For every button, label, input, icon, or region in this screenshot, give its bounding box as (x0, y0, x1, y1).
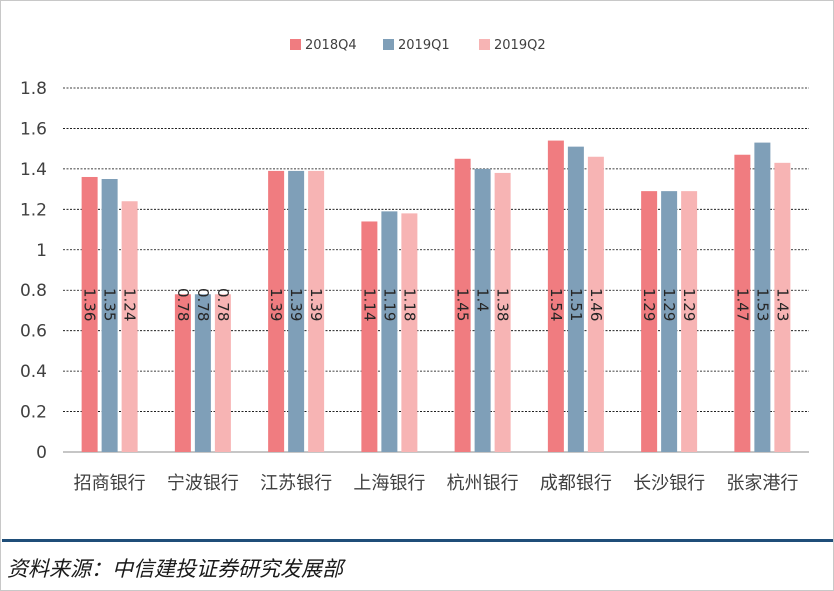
bar (587, 156, 604, 452)
legend-label: 2019Q2 (494, 38, 546, 53)
data-label: 0.78 (194, 288, 212, 321)
bar (361, 221, 378, 452)
data-label: 1.36 (81, 288, 99, 321)
bar (474, 168, 491, 452)
bar (401, 213, 418, 452)
data-label: 1.38 (494, 288, 512, 321)
data-label: 1.18 (400, 288, 418, 321)
data-label: 1.29 (680, 288, 698, 321)
data-label: 1.39 (267, 288, 285, 321)
y-tick-label: 0 (36, 443, 47, 463)
category-label: 江苏银行 (260, 473, 332, 494)
bar (681, 191, 698, 452)
bar (774, 162, 791, 453)
bar (661, 191, 678, 452)
data-label: 0.78 (214, 288, 232, 321)
data-label: 1.43 (773, 288, 791, 321)
legend-label: 2019Q1 (398, 38, 450, 53)
y-tick-label: 1 (36, 241, 47, 261)
bar (454, 158, 471, 452)
y-tick-label: 1.6 (20, 119, 47, 139)
data-label: 0.78 (174, 288, 192, 321)
source-note: 资料来源：中信建投证券研究发展部 (7, 557, 343, 581)
data-label: 1.4 (474, 288, 492, 312)
legend-swatch (383, 39, 394, 50)
data-label: 1.29 (640, 288, 658, 321)
bar (174, 294, 191, 452)
bar (641, 191, 658, 452)
bar (214, 294, 231, 452)
category-label: 杭州银行 (447, 473, 519, 494)
legend-swatch (479, 39, 490, 50)
bar (567, 146, 584, 452)
bar (268, 170, 285, 452)
y-tick-label: 1.8 (20, 79, 47, 99)
bar (308, 170, 325, 452)
y-tick-label: 1.2 (20, 200, 47, 220)
data-label: 1.39 (307, 288, 325, 321)
legend-swatch (290, 39, 301, 50)
category-label: 长沙银行 (633, 473, 705, 494)
data-label: 1.19 (380, 288, 398, 321)
legend-label: 2018Q4 (305, 38, 357, 53)
data-label: 1.24 (121, 288, 139, 321)
bar (194, 294, 211, 452)
data-label: 1.14 (360, 288, 378, 321)
bar (547, 140, 564, 453)
data-label: 1.54 (547, 288, 565, 321)
category-label: 上海银行 (353, 473, 425, 494)
bar (288, 170, 305, 452)
bar (121, 201, 138, 452)
data-label: 1.35 (101, 288, 119, 321)
category-label: 成都银行 (540, 473, 612, 494)
bar (101, 179, 118, 452)
category-label: 宁波银行 (167, 473, 239, 494)
category-label: 招商银行 (74, 473, 146, 494)
y-tick-label: 0.4 (20, 362, 47, 382)
bar (381, 211, 398, 452)
data-label: 1.29 (660, 288, 678, 321)
y-tick-label: 0.6 (20, 322, 47, 342)
bar (734, 154, 751, 452)
y-tick-label: 1.4 (20, 160, 47, 180)
bar (754, 142, 771, 452)
bar (494, 172, 511, 452)
bar-chart: 0 0.2 0.4 0.6 0.8 1 1.2 1.4 1.6 1.8 1.36 1.35 1.24 招商… (20, 38, 809, 494)
data-label: 1.47 (733, 288, 751, 321)
data-label: 1.45 (454, 288, 472, 321)
y-tick-label: 0.8 (20, 281, 47, 301)
source-divider (2, 539, 833, 542)
data-label: 1.46 (587, 288, 605, 321)
category-label: 张家港行 (726, 473, 798, 494)
y-tick-label: 0.2 (20, 403, 47, 423)
data-label: 1.51 (567, 288, 585, 321)
bar (81, 176, 98, 452)
data-label: 1.39 (287, 288, 305, 321)
data-label: 1.53 (753, 288, 771, 321)
